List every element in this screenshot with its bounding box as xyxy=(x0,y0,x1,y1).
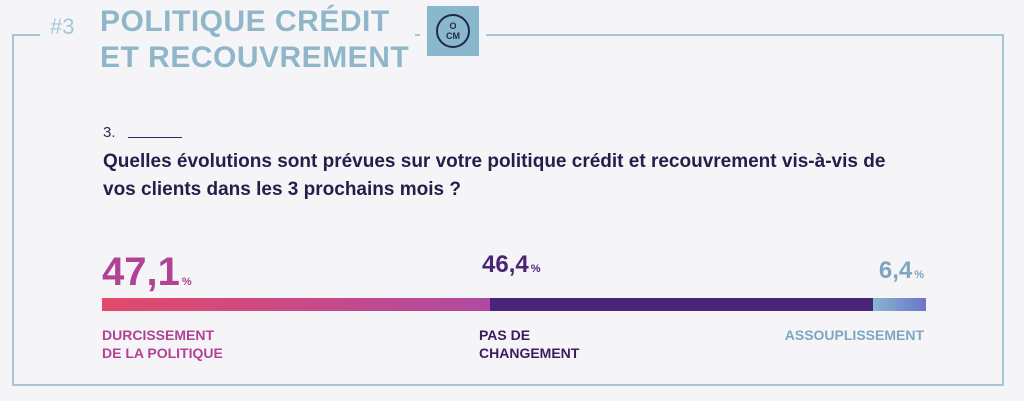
category-line: DE LA POLITIQUE xyxy=(102,345,223,361)
value-number: 46,4 xyxy=(482,251,529,278)
question-text: Quelles évolutions sont prévues sur votr… xyxy=(103,151,886,200)
value-unit: % xyxy=(530,263,541,275)
stacked-bar xyxy=(102,298,926,311)
value-label-assouplissement: 6,4% xyxy=(879,257,924,285)
value-label-durcissement: 47,1% xyxy=(102,250,192,295)
section-frame xyxy=(12,34,1004,386)
title-line-2: ET RECOUVREMENT xyxy=(100,41,410,74)
category-line: DURCISSEMENT xyxy=(102,327,215,343)
logo-circle: O CM xyxy=(436,14,470,48)
value-unit: % xyxy=(181,276,192,288)
category-label-assouplissement: ASSOUPLISSEMENT xyxy=(724,326,924,344)
value-number: 6,4 xyxy=(878,257,913,284)
value-label-pas-de-changement: 46,4% xyxy=(482,251,541,279)
logo-text-top: O xyxy=(449,21,457,31)
header-background xyxy=(40,20,415,56)
value-number: 47,1 xyxy=(102,250,180,294)
question-number: 3. xyxy=(103,124,116,141)
bar-segment-assouplissement xyxy=(873,298,926,311)
category-line: ASSOUPLISSEMENT xyxy=(784,327,924,343)
category-label-pas-de-changement: PAS DE CHANGEMENT xyxy=(479,326,639,362)
ocm-logo: O CM xyxy=(427,6,479,56)
logo-text-bottom: CM xyxy=(446,31,460,41)
category-line: PAS DE xyxy=(479,327,531,343)
question-number-underline xyxy=(128,137,182,138)
category-line: CHANGEMENT xyxy=(479,345,580,361)
value-unit: % xyxy=(914,269,924,281)
bar-segment-pas-de-changement xyxy=(490,298,874,311)
title-line-1: POLITIQUE CRÉDIT xyxy=(100,5,390,38)
bar-segment-durcissement xyxy=(102,298,491,311)
page-title: POLITIQUE CRÉDIT ET RECOUVREMENT xyxy=(100,4,409,76)
category-label-durcissement: DURCISSEMENT DE LA POLITIQUE xyxy=(102,326,322,362)
section-number: #3 xyxy=(50,14,75,39)
